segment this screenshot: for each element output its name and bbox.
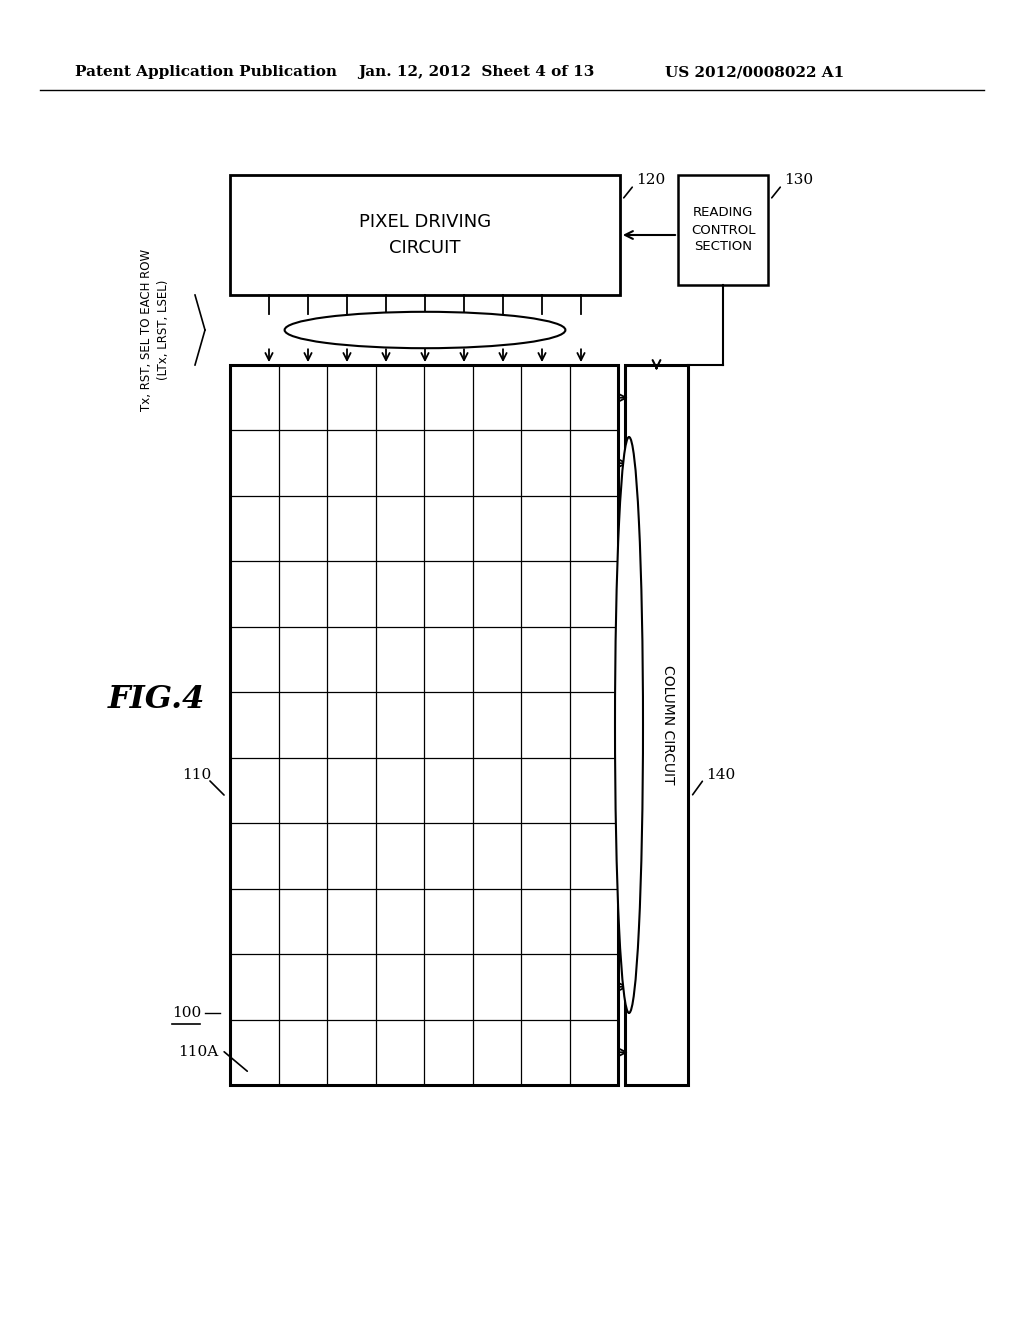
- Ellipse shape: [615, 437, 643, 1012]
- Text: 100: 100: [172, 1006, 202, 1020]
- Bar: [625, 366, 688, 1085]
- Bar: [230, 366, 618, 1085]
- Text: 110: 110: [182, 768, 211, 781]
- Text: Jan. 12, 2012  Sheet 4 of 13: Jan. 12, 2012 Sheet 4 of 13: [358, 65, 594, 79]
- Text: 140: 140: [706, 768, 735, 781]
- Text: Patent Application Publication: Patent Application Publication: [75, 65, 337, 79]
- Text: 110A: 110A: [178, 1045, 218, 1059]
- Text: Tx, RST, SEL TO EACH ROW
(LTx, LRST, LSEL): Tx, RST, SEL TO EACH ROW (LTx, LRST, LSE…: [140, 249, 170, 411]
- Text: READING
CONTROL
SECTION: READING CONTROL SECTION: [691, 206, 756, 253]
- Text: 130: 130: [784, 173, 813, 187]
- Bar: [678, 176, 768, 285]
- Text: COLUMN CIRCUIT: COLUMN CIRCUIT: [662, 665, 676, 785]
- Ellipse shape: [285, 312, 565, 348]
- Bar: [230, 176, 620, 294]
- Text: FIG.4: FIG.4: [108, 685, 206, 715]
- Text: 120: 120: [636, 173, 666, 187]
- Text: US 2012/0008022 A1: US 2012/0008022 A1: [665, 65, 844, 79]
- Text: PIXEL DRIVING
CIRCUIT: PIXEL DRIVING CIRCUIT: [359, 213, 492, 257]
